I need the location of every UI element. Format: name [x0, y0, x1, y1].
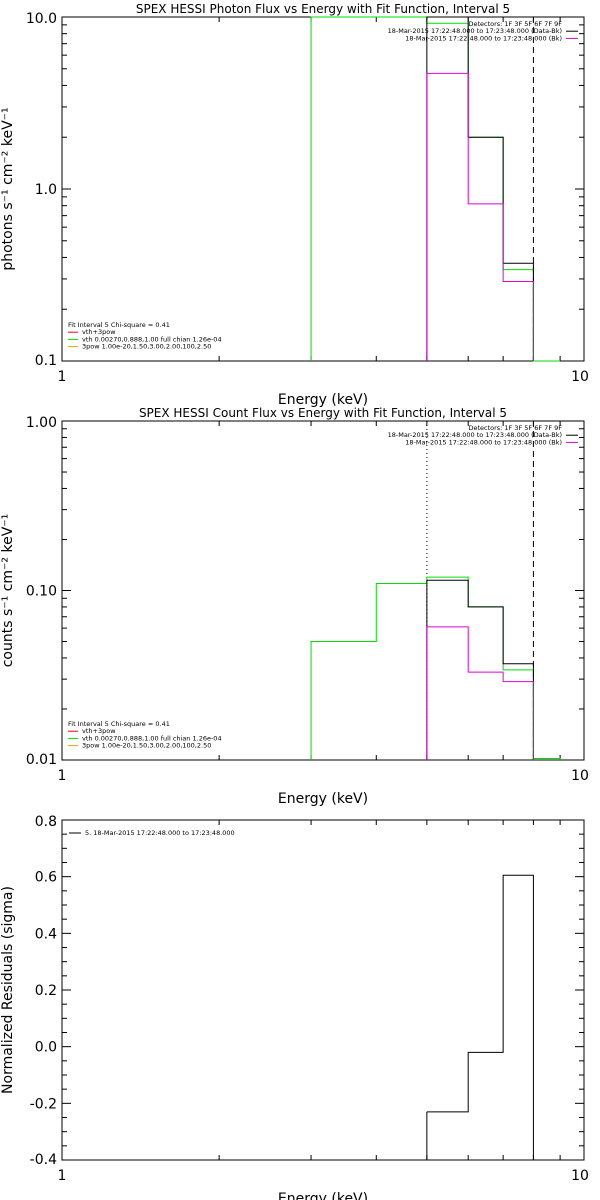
y-tick-label: 0.0	[35, 1040, 57, 1056]
chart-title: SPEX HESSI Count Flux vs Energy with Fit…	[139, 406, 507, 420]
y-tick-label: 0.01	[26, 752, 57, 768]
y-tick-label: -0.2	[30, 1096, 57, 1112]
x-tick-label: 1	[58, 768, 67, 784]
panel-3: 0.8 0.6 0.4 0.2 0.0 -0.2 -0.41 10 Energy (keV) No…	[0, 814, 589, 1200]
series-histogram-1	[426, 874, 534, 1160]
y-tick-label: 0.8	[35, 814, 57, 830]
legend-text: 3pow 1.00e-20,1.50,3.00,2.00,100,2.50	[82, 742, 211, 750]
y-tick-label: 1.00	[26, 415, 57, 431]
y-tick-label: 0.6	[35, 870, 57, 886]
x-tick-label: 1	[58, 369, 67, 385]
x-tick-label: 10	[571, 369, 589, 385]
y-tick-label: 0.4	[35, 926, 57, 942]
x-tick-label: 10	[571, 1168, 589, 1184]
chart-title: SPEX HESSI Photon Flux vs Energy with Fi…	[136, 2, 510, 16]
y-axis-label: counts s⁻¹ cm⁻² keV⁻¹	[0, 514, 16, 668]
x-axis-label: Energy (keV)	[278, 791, 368, 807]
y-tick-label: -0.4	[30, 1152, 57, 1168]
y-axis-label: Normalized Residuals (sigma)	[0, 886, 16, 1094]
legend-text: 18-Mar-2015 17:22:48.000 to 17:23:48.000…	[405, 34, 562, 42]
x-tick-label: 1	[58, 1168, 67, 1184]
panel-2: 1.00 0.10 0.011 10 Energy (keV) counts s⁻¹ cm…	[0, 406, 589, 807]
legend-text: vth+3pow	[82, 328, 116, 336]
series-histogram-2	[426, 16, 534, 361]
panel-1: 10.0 1.0 0.11 10 Energy (keV) photons s⁻¹ cm⁻…	[0, 2, 589, 408]
x-axis-label: Energy (keV)	[278, 392, 368, 408]
legend-text: Fit Interval 5 Chi-square = 0.41	[68, 720, 170, 728]
series-histogram-3	[426, 72, 534, 361]
legend-text: 5. 18-Mar-2015 17:22:48.000 to 17:23:48.…	[85, 829, 235, 837]
legend-text: vth+3pow	[82, 727, 116, 735]
y-tick-label: 10.0	[26, 11, 57, 27]
legend-text: 3pow 1.00e-20,1.50,3.00,2.00,100,2.50	[82, 343, 211, 351]
legend-text: Detectors: 1F 3F 5F 6F 7F 9F	[468, 20, 562, 28]
x-tick-label: 10	[571, 768, 589, 784]
x-axis-label: Energy (keV)	[278, 1191, 368, 1200]
y-axis-label: photons s⁻¹ cm⁻² keV⁻¹	[0, 107, 16, 270]
legend-text: Detectors: 1F 3F 5F 6F 7F 9F	[468, 424, 562, 432]
y-tick-label: 1.0	[35, 182, 57, 198]
legend-text: vth 0.00270,0.888,1.00 full chian 1.26e-…	[82, 335, 222, 343]
series-histogram-3	[426, 626, 534, 760]
legend-text: 18-Mar-2015 17:22:48.000 to 17:23:48.000…	[388, 27, 562, 35]
y-tick-label: 0.2	[35, 983, 57, 999]
series-histogram-2	[426, 579, 534, 760]
y-tick-label: 0.10	[26, 584, 57, 600]
legend-text: Fit Interval 5 Chi-square = 0.41	[68, 321, 170, 329]
y-tick-label: 0.1	[35, 353, 57, 369]
legend-text: vth 0.00270,0.888,1.00 full chian 1.26e-…	[82, 734, 222, 742]
legend-text: 18-Mar-2015 17:22:48.000 to 17:23:48.000…	[405, 438, 562, 446]
legend-text: 18-Mar-2015 17:22:48.000 to 17:23:48.000…	[388, 431, 562, 439]
